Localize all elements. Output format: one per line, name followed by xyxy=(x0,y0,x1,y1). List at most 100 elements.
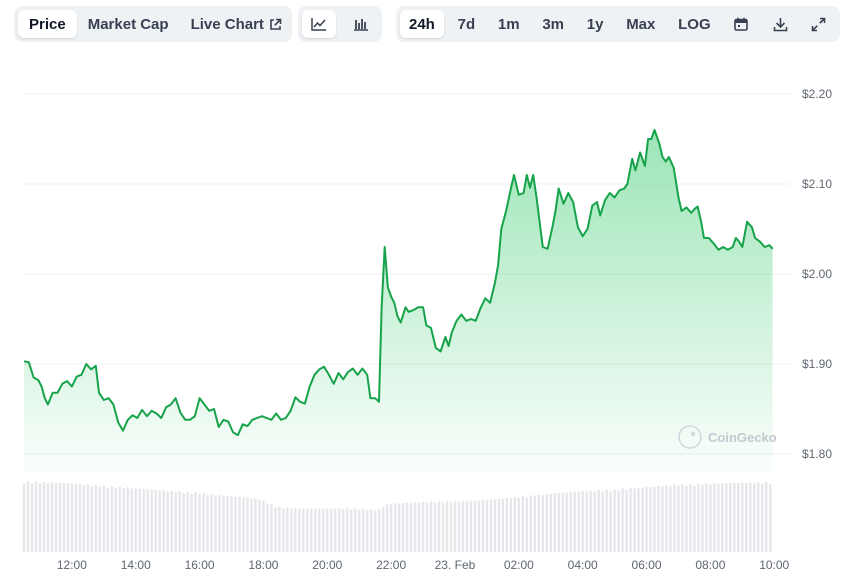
volume-bar xyxy=(717,483,720,552)
candlestick-chart-button[interactable] xyxy=(344,10,378,38)
volume-bar xyxy=(665,485,668,552)
range-24h[interactable]: 24h xyxy=(400,10,444,38)
volume-bar xyxy=(685,485,688,552)
candlestick-chart-icon xyxy=(354,19,368,31)
volume-bar xyxy=(433,502,437,552)
volume-bar xyxy=(326,508,329,552)
volume-bar xyxy=(649,486,652,552)
volume-bar xyxy=(270,504,273,552)
volume-bar xyxy=(234,496,237,552)
volume-bar xyxy=(118,486,121,552)
volume-bar xyxy=(733,482,736,552)
volume-bar xyxy=(354,508,357,552)
volume-bar xyxy=(381,507,385,552)
volume-bar xyxy=(238,496,241,552)
volume-bar xyxy=(497,498,501,552)
x-axis: 12:00 14:00 16:00 18:00 20:00 22:00 23. Feb 02:… xyxy=(57,558,790,572)
line-chart-button[interactable] xyxy=(302,10,336,38)
volume-bar xyxy=(609,491,612,552)
metric-tab-group: Price Market Cap Live Chart xyxy=(14,6,292,42)
volume-bar xyxy=(457,501,461,552)
x-tick-label: 06:00 xyxy=(632,558,662,572)
volume-bar xyxy=(166,491,169,552)
volume-bar xyxy=(358,509,361,552)
volume-bar xyxy=(282,508,285,552)
volume-bar xyxy=(262,500,265,552)
volume-bar xyxy=(473,500,477,552)
tab-market-cap[interactable]: Market Cap xyxy=(87,15,169,33)
volume-bar xyxy=(306,508,309,552)
volume-bar xyxy=(449,502,453,552)
x-tick-label: 02:00 xyxy=(504,558,534,572)
volume-bar xyxy=(66,483,70,552)
volume-bar xyxy=(669,486,672,552)
volume-bar xyxy=(82,485,86,552)
volume-bar xyxy=(350,509,353,552)
fullscreen-icon xyxy=(812,17,826,31)
date-picker-button[interactable] xyxy=(724,10,758,38)
volume-bar xyxy=(361,508,365,552)
volume-bar xyxy=(377,509,381,552)
volume-bar xyxy=(150,489,153,552)
x-tick-label: 10:00 xyxy=(759,558,789,572)
volume-bar xyxy=(86,484,90,552)
volume-bar xyxy=(537,494,540,552)
volume-bar xyxy=(397,503,401,552)
volume-bar xyxy=(469,500,473,552)
volume-bar xyxy=(545,493,548,552)
y-tick-label: $2.20 xyxy=(802,87,832,101)
log-scale-toggle[interactable]: LOG xyxy=(678,15,711,33)
volume-bar xyxy=(765,482,768,552)
volume-bar xyxy=(585,491,588,552)
volume-bar xyxy=(437,501,441,552)
volume-bar xyxy=(629,488,632,552)
volume-bar xyxy=(589,490,592,552)
range-1m[interactable]: 1m xyxy=(497,15,520,33)
volume-bar xyxy=(330,508,333,552)
volume-bar xyxy=(709,484,712,552)
volume-bar xyxy=(58,482,62,552)
volume-bar xyxy=(601,491,604,552)
calendar-icon xyxy=(734,17,749,31)
volume-bar xyxy=(597,490,600,552)
tab-live-chart[interactable]: Live Chart xyxy=(180,10,293,38)
volume-bar xyxy=(705,483,708,552)
volume-bar xyxy=(477,500,481,552)
volume-bar xyxy=(110,486,113,552)
volume-bar xyxy=(134,488,137,552)
x-tick-label: 08:00 xyxy=(695,558,725,572)
volume-bar xyxy=(701,484,704,552)
volume-bar xyxy=(429,501,433,552)
volume-bar xyxy=(62,483,66,552)
volume-bar xyxy=(334,508,337,552)
range-3m[interactable]: 3m xyxy=(542,15,564,33)
volume-bar xyxy=(509,498,513,552)
volume-bar xyxy=(218,495,221,552)
volume-bar xyxy=(42,482,46,552)
volume-bar xyxy=(194,492,197,552)
volume-bar xyxy=(413,502,417,552)
range-7d[interactable]: 7d xyxy=(457,15,476,33)
range-1y[interactable]: 1y xyxy=(586,15,604,33)
volume-bar xyxy=(258,499,261,552)
volume-bar xyxy=(517,497,521,552)
tab-live-chart-label: Live Chart xyxy=(190,15,264,33)
volume-bar xyxy=(769,483,772,552)
fullscreen-button[interactable] xyxy=(802,10,836,38)
volume-bar xyxy=(142,488,145,552)
volume-bar xyxy=(286,507,289,552)
volume-bar xyxy=(138,489,141,552)
x-tick-label: 23. Feb xyxy=(435,558,476,572)
x-tick-label: 04:00 xyxy=(568,558,598,572)
volume-bar xyxy=(681,484,684,552)
volume-bar xyxy=(673,484,676,552)
coingecko-watermark: CoinGecko xyxy=(678,425,777,449)
volume-bar xyxy=(373,510,377,552)
volume-bar xyxy=(729,482,732,552)
download-button[interactable] xyxy=(763,10,797,38)
volume-bar xyxy=(254,498,257,552)
range-max[interactable]: Max xyxy=(626,15,656,33)
volume-bar xyxy=(741,482,744,552)
tab-price[interactable]: Price xyxy=(18,10,77,38)
